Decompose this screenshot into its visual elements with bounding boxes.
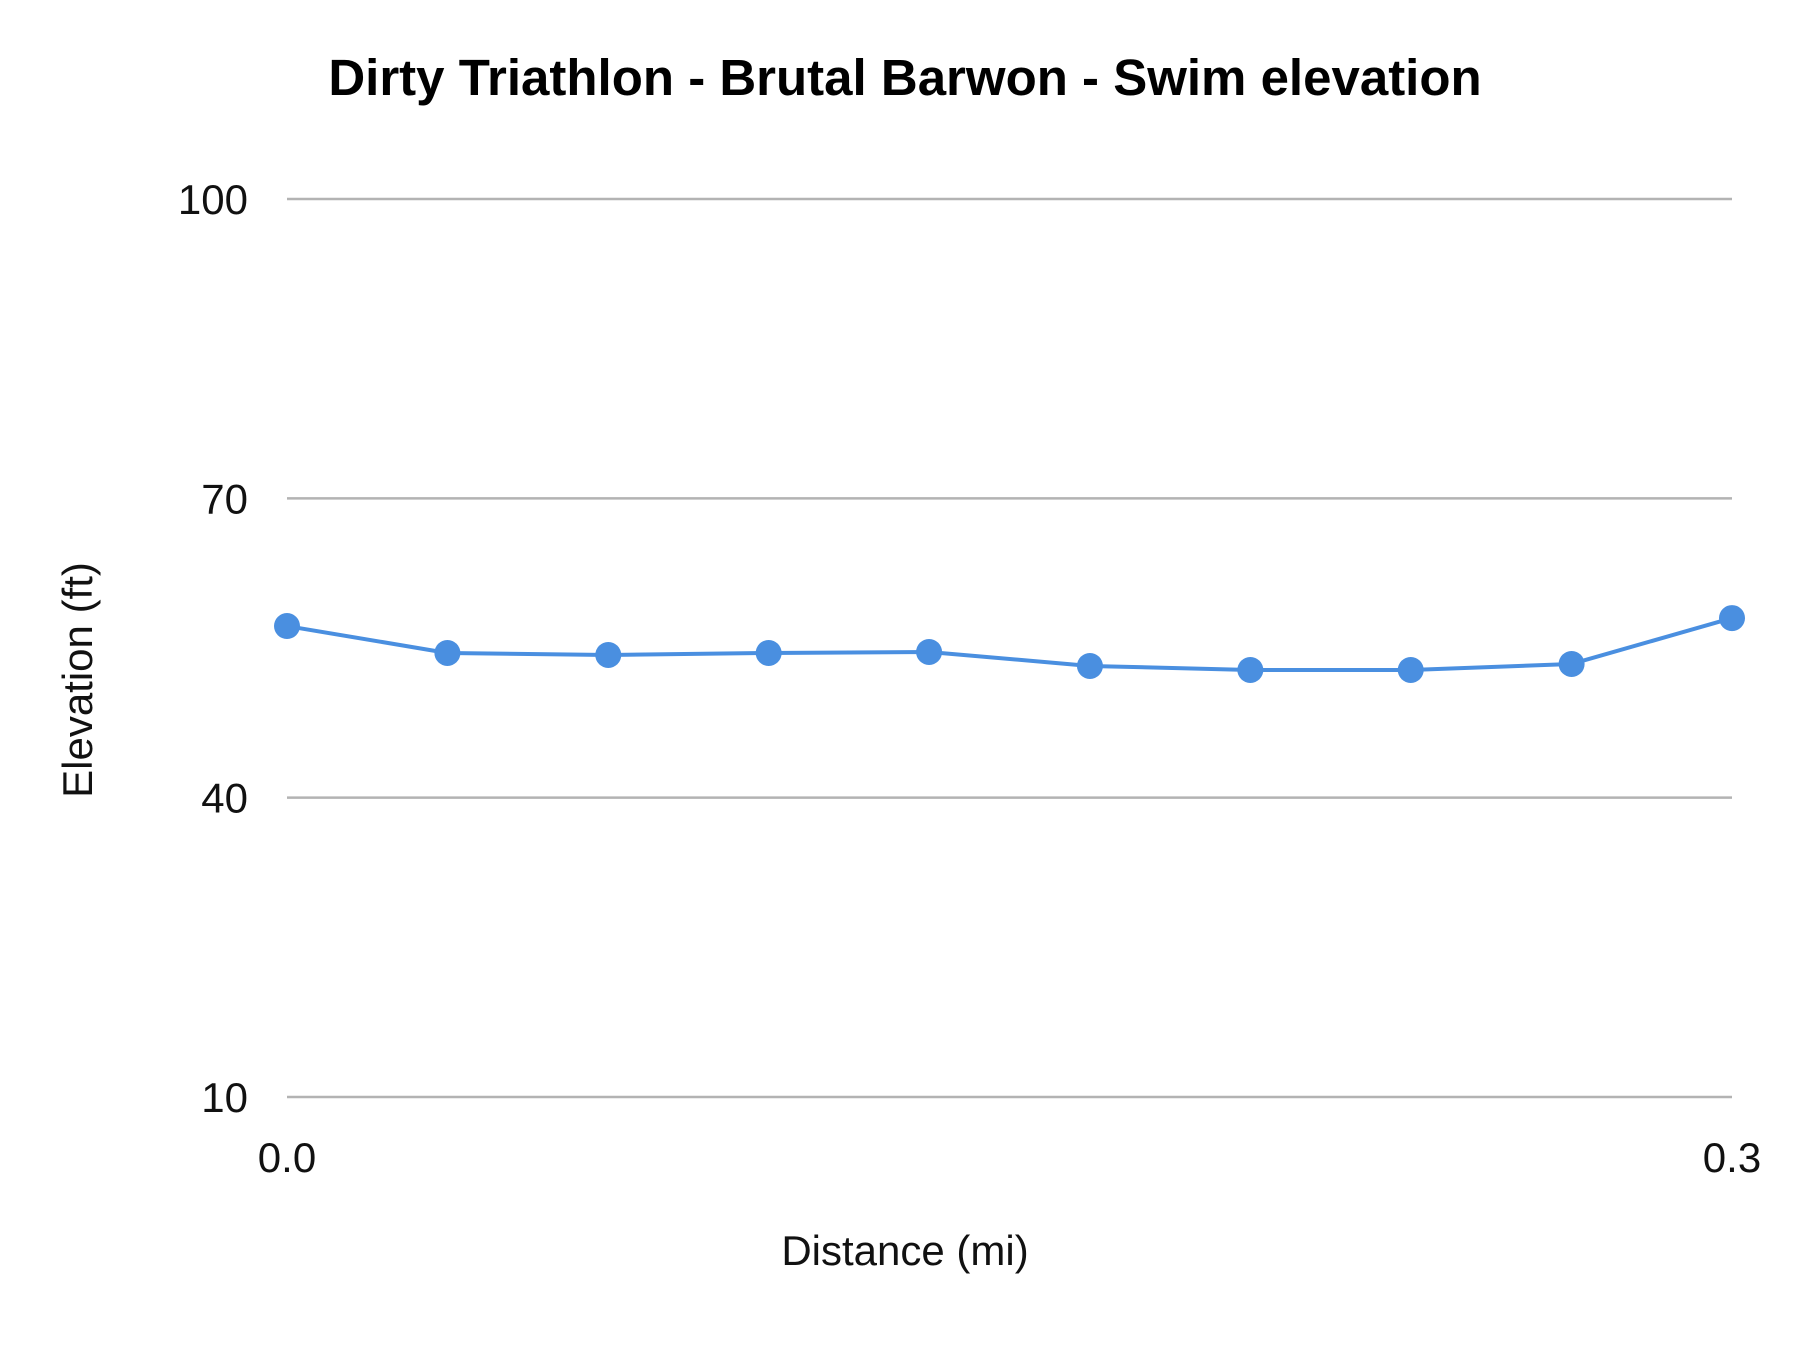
x-tick-label: 0.0 xyxy=(258,1134,316,1181)
chart-title: Dirty Triathlon - Brutal Barwon - Swim e… xyxy=(328,49,1481,106)
series-elevation xyxy=(274,605,1745,683)
data-point xyxy=(1719,605,1745,632)
data-point xyxy=(595,641,622,668)
data-point xyxy=(755,639,782,666)
y-axis-label: Elevation (ft) xyxy=(54,562,101,798)
y-axis-ticks: 10 40 70 100 xyxy=(178,176,248,1121)
x-axis-ticks: 0.0 0.3 xyxy=(258,1134,1761,1181)
gridlines xyxy=(287,197,1732,1099)
data-point xyxy=(1558,650,1585,677)
x-tick-label: 0.3 xyxy=(1703,1134,1761,1181)
y-tick-label: 100 xyxy=(178,176,248,223)
data-point xyxy=(274,613,300,640)
y-tick-label: 40 xyxy=(201,775,248,822)
data-point xyxy=(1076,652,1103,679)
y-tick-label: 70 xyxy=(201,475,248,522)
data-point xyxy=(1237,656,1264,683)
data-point xyxy=(1397,656,1424,683)
data-point xyxy=(434,639,461,666)
y-tick-label: 10 xyxy=(201,1074,248,1121)
series-line xyxy=(286,616,1733,672)
x-axis-label: Distance (mi) xyxy=(781,1227,1028,1274)
data-point xyxy=(916,638,943,665)
